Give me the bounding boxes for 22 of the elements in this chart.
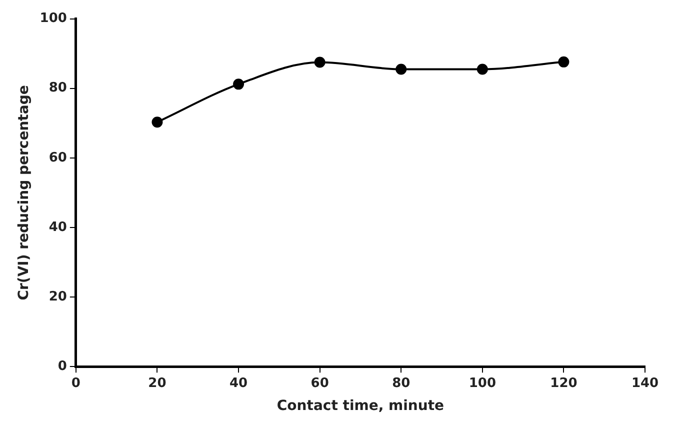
y-tick-label: 40 [48, 220, 67, 235]
y-axis-title: Cr(VI) reducing percentage [16, 85, 32, 300]
point [558, 56, 570, 68]
point [152, 116, 163, 128]
x-axis-title: Contact time, minute [276, 398, 444, 414]
x-tick-label: 120 [550, 376, 578, 391]
point [476, 64, 488, 75]
point [396, 64, 407, 75]
y-tick-label: 0 [58, 358, 67, 374]
x-tick-label: 140 [631, 376, 659, 391]
x-tick-label: 80 [392, 376, 410, 391]
x-tick-label: 100 [468, 376, 496, 391]
y-tick-label: 60 [48, 150, 67, 166]
point [314, 56, 326, 68]
y-tick-label: 100 [40, 11, 67, 26]
point [233, 78, 244, 90]
x-tick-label: 0 [71, 376, 80, 391]
x-tick-label: 40 [229, 376, 248, 391]
y-tick-label: 20 [48, 289, 67, 304]
x-tick-label: 20 [148, 376, 166, 391]
x-tick-label: 60 [310, 376, 329, 391]
y-tick-label: 80 [48, 80, 67, 96]
